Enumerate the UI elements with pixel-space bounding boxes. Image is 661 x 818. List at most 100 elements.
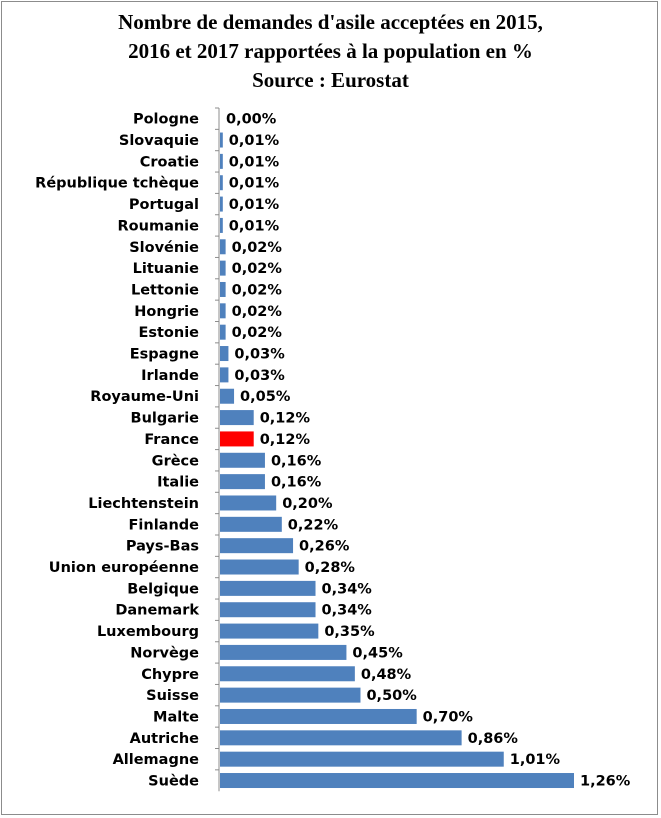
bar — [220, 708, 417, 724]
bar — [220, 687, 361, 703]
category-label: Pays-Bas — [126, 539, 199, 555]
value-label: 0,20% — [282, 496, 333, 512]
value-label: 0,03% — [234, 347, 285, 363]
category-label: Lettonie — [131, 282, 199, 298]
value-label: 0,12% — [260, 432, 311, 448]
bar — [220, 623, 319, 639]
chart-title-line-3: Source : Eurostat — [252, 68, 409, 92]
value-label: 0,34% — [322, 603, 373, 619]
category-label: Union européenne — [49, 560, 199, 576]
value-label: 0,01% — [229, 197, 280, 213]
bar — [220, 580, 316, 596]
category-label: Malte — [153, 709, 199, 725]
bar — [220, 516, 282, 532]
category-label: Slovaquie — [119, 133, 199, 149]
bar — [220, 132, 223, 148]
chart-title: Nombre de demandes d'asile acceptées en … — [0, 8, 661, 95]
category-label: Slovénie — [129, 240, 199, 256]
value-label: 0,26% — [299, 539, 350, 555]
category-label: Bulgarie — [131, 411, 200, 427]
category-label: Luxembourg — [97, 624, 199, 640]
bar — [220, 217, 223, 233]
bar — [220, 303, 226, 319]
value-label: 0,05% — [240, 389, 291, 405]
bar — [220, 153, 223, 169]
value-label: 0,22% — [288, 517, 339, 533]
category-label: Suède — [148, 774, 199, 790]
category-label: République tchèque — [35, 176, 199, 192]
value-label: 0,16% — [271, 453, 322, 469]
category-label: Pologne — [133, 112, 199, 128]
bar — [220, 324, 226, 340]
value-label: 0,35% — [324, 624, 375, 640]
bar — [220, 239, 226, 255]
category-label: Chypre — [141, 667, 199, 683]
value-label: 0,00% — [226, 112, 277, 128]
category-label: Roumanie — [118, 218, 200, 234]
category-label: Croatie — [140, 154, 199, 170]
value-label: 0,86% — [468, 731, 519, 747]
bar — [220, 559, 299, 575]
bar — [220, 602, 316, 618]
value-label: 0,02% — [232, 325, 283, 341]
category-label: France — [144, 432, 199, 448]
category-label: Hongrie — [134, 304, 199, 320]
bar — [220, 196, 223, 212]
value-label: 0,01% — [229, 218, 280, 234]
value-label: 0,02% — [232, 261, 283, 277]
value-label: 0,34% — [322, 581, 373, 597]
bar — [220, 495, 277, 511]
value-label: 0,48% — [361, 667, 412, 683]
bar — [220, 388, 235, 404]
bar — [220, 260, 226, 276]
category-label: Autriche — [130, 731, 200, 747]
category-label: Lituanie — [133, 261, 200, 277]
category-label: Grèce — [152, 453, 199, 469]
bar — [220, 474, 265, 490]
category-label: Belgique — [127, 581, 199, 597]
category-label: Danemark — [115, 603, 199, 619]
bar — [220, 751, 504, 767]
value-label: 0,02% — [232, 304, 283, 320]
value-label: 1,26% — [580, 774, 631, 790]
category-label: Suisse — [146, 688, 199, 704]
value-label: 0,28% — [305, 560, 356, 576]
category-label: Espagne — [130, 347, 199, 363]
category-label: Liechtenstein — [88, 496, 199, 512]
bar — [220, 644, 347, 660]
category-label: Italie — [157, 475, 199, 491]
value-label: 0,70% — [423, 709, 474, 725]
value-label: 1,01% — [510, 752, 561, 768]
category-label: Portugal — [129, 197, 199, 213]
category-label: Estonie — [138, 325, 199, 341]
category-label: Royaume-Uni — [90, 389, 199, 405]
value-label: 0,01% — [229, 133, 280, 149]
value-label: 0,03% — [234, 368, 285, 384]
bar — [220, 773, 574, 789]
value-label: 0,02% — [232, 282, 283, 298]
value-label: 0,02% — [232, 240, 283, 256]
value-label: 0,01% — [229, 154, 280, 170]
bar — [220, 538, 294, 554]
category-label: Norvège — [130, 645, 199, 661]
category-label: Irlande — [141, 368, 199, 384]
chart-title-line-1: Nombre de demandes d'asile acceptées en … — [118, 10, 543, 34]
bar — [220, 175, 223, 191]
bar — [220, 346, 229, 362]
bar — [220, 367, 229, 383]
bar — [220, 431, 254, 447]
value-label: 0,50% — [366, 688, 417, 704]
category-label: Allemagne — [113, 752, 200, 768]
bar — [220, 730, 462, 746]
value-label: 0,16% — [271, 475, 322, 491]
value-label: 0,12% — [260, 411, 311, 427]
bar — [220, 410, 254, 426]
bar — [220, 452, 265, 468]
bar — [220, 666, 355, 682]
value-label: 0,45% — [352, 645, 403, 661]
chart-title-line-2: 2016 et 2017 rapportées à la population … — [128, 39, 533, 63]
value-label: 0,01% — [229, 176, 280, 192]
category-label: Finlande — [129, 517, 200, 533]
bar — [220, 281, 226, 297]
